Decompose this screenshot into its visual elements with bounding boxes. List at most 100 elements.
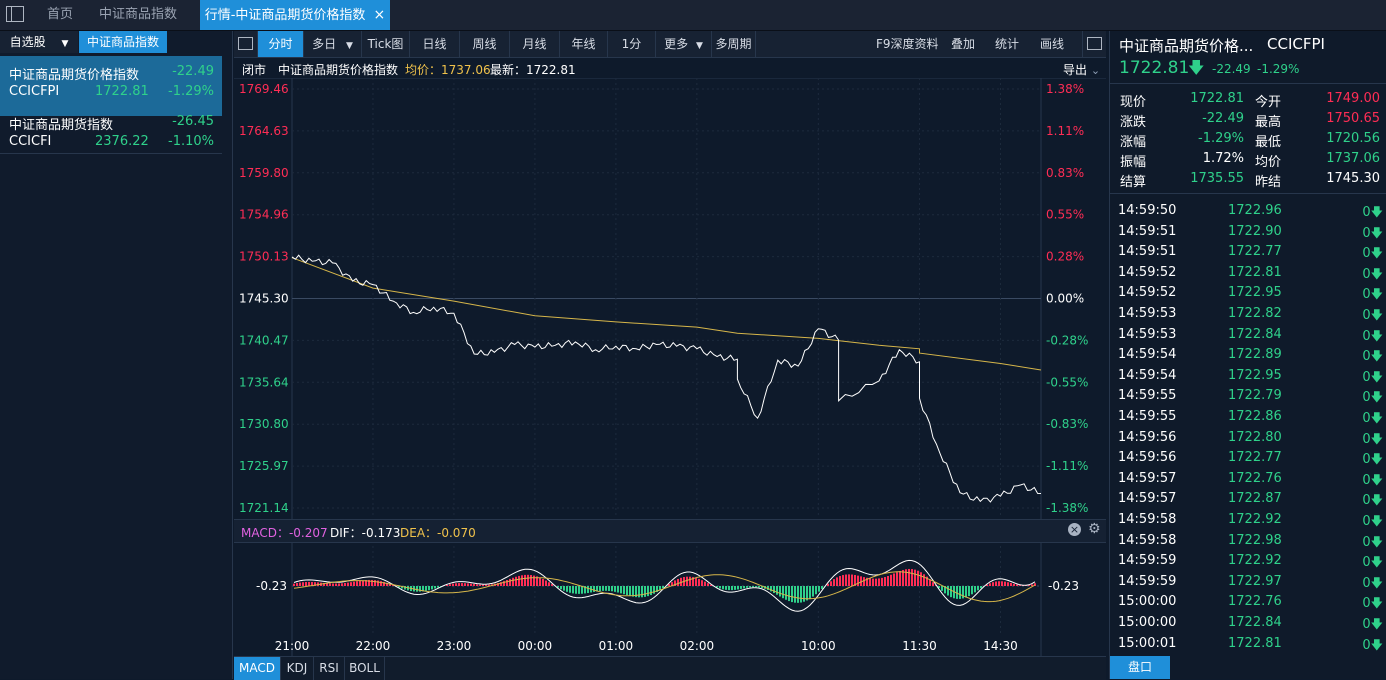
tab-home[interactable]: 首页 bbox=[46, 7, 73, 22]
tick-time: 14:59:57 bbox=[1118, 470, 1177, 486]
tick-volume-value: 0 bbox=[1362, 369, 1371, 385]
y-tick-label: 1764.63 bbox=[239, 124, 289, 138]
macd-level-label: -0.23 bbox=[256, 579, 287, 593]
tick-price: 1722.97 bbox=[1228, 573, 1282, 589]
btn-yearly[interactable]: 年线 bbox=[560, 31, 608, 57]
tick-volume: 0🡇 bbox=[1362, 285, 1383, 306]
tick-row: 14:59:56 1722.77 0🡇 bbox=[1110, 450, 1386, 470]
tick-price: 1722.77 bbox=[1228, 450, 1282, 466]
tick-time: 14:59:50 bbox=[1118, 203, 1177, 218]
tab-rsi[interactable]: RSI bbox=[314, 657, 345, 680]
panel-toggle-icon[interactable] bbox=[1082, 31, 1106, 57]
quote-grid: 现价 1722.81 今开 1749.00 涨跌 -22.49 最高 1750.65 涨幅 -1.… bbox=[1110, 89, 1386, 190]
y-tick-label: 1730.80 bbox=[239, 417, 289, 431]
last-price-label: 最新：1722.81 bbox=[490, 63, 576, 77]
quote-value: 1750.65 bbox=[1326, 111, 1380, 126]
macd-level-label: -0.23 bbox=[1048, 579, 1079, 593]
list-item[interactable]: 中证商品期货指数 -26.45 CCICFI 2376.22 -1.10% bbox=[0, 106, 222, 166]
dif-value: DIF：-0.173 bbox=[330, 526, 401, 540]
btn-multiday[interactable]: 多日 ▼ bbox=[304, 31, 362, 57]
arrow-down-icon: 🡇 bbox=[1370, 493, 1383, 508]
btn-tick[interactable]: Tick图 bbox=[362, 31, 410, 57]
tick-volume: 0🡇 bbox=[1362, 574, 1383, 595]
quote-value: 1720.56 bbox=[1326, 131, 1380, 146]
tick-volume-value: 0 bbox=[1362, 555, 1371, 571]
y-tick-label: 1745.30 bbox=[239, 292, 289, 306]
tick-volume: 0🡇 bbox=[1362, 594, 1383, 615]
tick-price: 1722.76 bbox=[1228, 594, 1282, 610]
list-item[interactable]: 中证商品期货价格指数 -22.49 CCICFPI 1722.81 -1.29% bbox=[0, 56, 222, 116]
tick-volume: 0🡇 bbox=[1362, 368, 1383, 389]
tick-time: 14:59:59 bbox=[1118, 553, 1177, 569]
tab-index-list[interactable]: 中证商品指数 bbox=[79, 31, 167, 53]
close-icon[interactable]: × bbox=[373, 7, 386, 23]
pct-tick-label: -0.28% bbox=[1046, 333, 1088, 347]
x-tick-label: 02:00 bbox=[680, 639, 715, 653]
x-tick-label: 22:00 bbox=[356, 639, 391, 653]
tab-active-quote[interactable]: 行情-中证商品期货价格指数 × bbox=[200, 0, 390, 30]
tick-time: 15:00:01 bbox=[1118, 635, 1177, 651]
export-button[interactable]: 导出 ⌄ bbox=[1063, 61, 1100, 78]
btn-draw[interactable]: 画线 bbox=[1040, 37, 1065, 51]
tick-volume-value: 0 bbox=[1362, 390, 1371, 406]
btn-daily[interactable]: 日线 bbox=[410, 31, 460, 57]
pct-tick-label: 1.38% bbox=[1046, 82, 1084, 96]
x-tick-label: 21:00 bbox=[275, 639, 310, 653]
panel-layout-icon[interactable] bbox=[6, 6, 24, 22]
tick-volume-value: 0 bbox=[1362, 596, 1371, 612]
btn-1min[interactable]: 1分 bbox=[608, 31, 656, 57]
btn-more[interactable]: 更多 ▼ bbox=[656, 31, 712, 57]
arrow-down-icon: 🡇 bbox=[1370, 596, 1383, 611]
btn-f9-deep[interactable]: F9深度资料 bbox=[876, 37, 939, 51]
arrow-down-icon: 🡇 bbox=[1370, 246, 1383, 261]
tick-price: 1722.92 bbox=[1228, 512, 1282, 527]
arrow-down-icon: 🡇 bbox=[1370, 534, 1383, 549]
tick-row: 15:00:01 1722.81 0🡇 bbox=[1110, 636, 1386, 656]
tab-kdj[interactable]: KDJ bbox=[281, 657, 314, 680]
quote-price: 1722.81 bbox=[1119, 58, 1190, 78]
tick-row: 14:59:56 1722.80 0🡇 bbox=[1110, 430, 1386, 450]
y-tick-label: 1740.47 bbox=[239, 333, 289, 347]
btn-stats[interactable]: 统计 bbox=[995, 37, 1020, 51]
tick-row: 14:59:59 1722.97 0🡇 bbox=[1110, 574, 1386, 594]
tick-volume: 0🡇 bbox=[1362, 512, 1383, 533]
item-change: -26.45 bbox=[172, 114, 214, 129]
tick-volume: 0🡇 bbox=[1362, 265, 1383, 286]
tick-time: 14:59:51 bbox=[1118, 244, 1177, 260]
tick-row: 14:59:57 1722.87 0🡇 bbox=[1110, 491, 1386, 511]
dea-line bbox=[293, 571, 1036, 603]
btn-monthly[interactable]: 月线 bbox=[510, 31, 560, 57]
tick-volume: 0🡇 bbox=[1362, 491, 1383, 512]
gear-icon[interactable]: ⚙ bbox=[1088, 521, 1101, 537]
tick-price: 1722.92 bbox=[1228, 553, 1282, 569]
quote-value: 1749.00 bbox=[1326, 91, 1380, 106]
tick-volume-value: 0 bbox=[1362, 287, 1371, 303]
chevron-down-icon[interactable]: ▼ bbox=[61, 39, 69, 49]
tab-watchlist-label: 自选股 bbox=[9, 35, 46, 49]
tick-list[interactable]: 14:59:50 1722.96 0🡇 14:59:51 1722.90 0🡇 14:59:… bbox=[1110, 203, 1386, 655]
tick-volume-value: 0 bbox=[1362, 225, 1371, 241]
tick-time: 14:59:58 bbox=[1118, 512, 1177, 527]
tick-volume-value: 0 bbox=[1362, 411, 1371, 426]
top-tab-bar: 首页 中证商品指数 行情-中证商品期货价格指数 × bbox=[0, 0, 1386, 31]
tick-time: 14:59:59 bbox=[1118, 573, 1177, 589]
x-tick-label: 10:00 bbox=[801, 639, 836, 653]
btn-overlay[interactable]: 叠加 bbox=[951, 37, 976, 51]
market-status: 闭市 bbox=[242, 63, 267, 77]
btn-timeshare[interactable]: 分时 bbox=[258, 31, 304, 57]
btn-weekly[interactable]: 周线 bbox=[460, 31, 510, 57]
tab-commodity-index[interactable]: 中证商品指数 bbox=[98, 7, 177, 22]
tab-macd[interactable]: MACD bbox=[234, 657, 281, 680]
tab-boll[interactable]: BOLL bbox=[345, 657, 385, 680]
tab-pankou[interactable]: 盘口 bbox=[1110, 656, 1170, 679]
btn-multiperiod[interactable]: 多周期 bbox=[712, 31, 756, 57]
sidebar-toggle-icon[interactable] bbox=[234, 31, 258, 57]
x-axis-labels: 21:00 22:00 23:00 00:00 01:00 02:00 10:00 11:30… bbox=[275, 639, 1018, 653]
quote-title: 中证商品期货价格... bbox=[1119, 37, 1254, 55]
indicator-tabs: MACD KDJ RSI BOLL bbox=[234, 656, 1106, 680]
timeshare-chart[interactable]: 1769.46 1764.63 1759.80 1754.96 1750.13 1745.… bbox=[234, 78, 1106, 656]
tab-watchlist[interactable]: 自选股 ▼ bbox=[0, 31, 78, 53]
close-icon[interactable]: × bbox=[1068, 523, 1081, 536]
quote-value: 1737.06 bbox=[1326, 151, 1380, 166]
arrow-down-icon: 🡇 bbox=[1370, 328, 1383, 343]
